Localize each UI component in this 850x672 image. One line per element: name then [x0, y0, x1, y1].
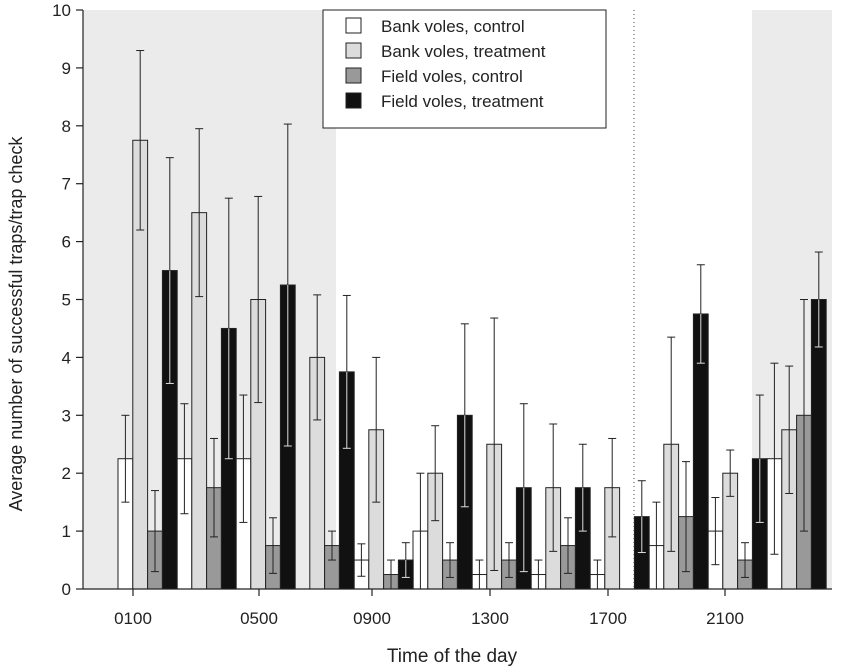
- legend-label: Field voles, control: [381, 67, 523, 86]
- y-tick-label: 0: [62, 580, 71, 599]
- legend-label: Bank voles, treatment: [381, 42, 546, 61]
- y-axis-label: Average number of successful traps/trap …: [6, 136, 26, 512]
- bars: [117, 50, 827, 590]
- y-tick-label: 1: [62, 522, 71, 541]
- legend-swatch: [345, 67, 362, 84]
- x-axis-label: Time of the day: [387, 646, 518, 667]
- x-tick-label: 0500: [240, 609, 278, 628]
- legend: Bank voles, control Bank voles, treatment…: [322, 9, 607, 129]
- y-tick-label: 4: [62, 348, 71, 367]
- legend-box: [322, 9, 607, 129]
- y-tick-label: 7: [62, 175, 71, 194]
- x-tick-label: 2100: [706, 609, 744, 628]
- x-tick-label: 0100: [114, 609, 152, 628]
- legend-label: Bank voles, control: [381, 17, 525, 36]
- y-tick-label: 10: [52, 1, 71, 20]
- y-tick-label: 2: [62, 464, 71, 483]
- y-tick-label: 8: [62, 117, 71, 136]
- y-tick-label: 6: [62, 233, 71, 252]
- y-tick-label: 5: [62, 291, 71, 310]
- axes: 0 1 2 3 4 5 6 7 8 9 10 0100 0500 0900 1300 1700 2100: [52, 1, 832, 628]
- legend-swatch: [345, 92, 362, 109]
- y-tick-label: 3: [62, 406, 71, 425]
- legend-label: Field voles, treatment: [381, 92, 544, 111]
- legend-swatch: [345, 42, 362, 59]
- x-tick-label: 0900: [353, 609, 391, 628]
- legend-swatch: [345, 17, 362, 34]
- y-tick-label: 9: [62, 59, 71, 78]
- x-tick-label: 1300: [471, 609, 509, 628]
- x-tick-label: 1700: [589, 609, 627, 628]
